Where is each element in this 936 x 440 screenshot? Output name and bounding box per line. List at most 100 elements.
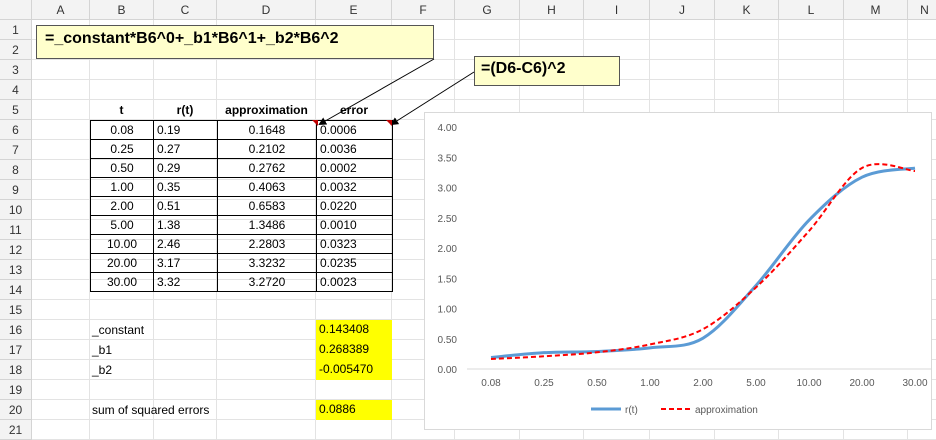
label-b1[interactable]: _b1	[92, 343, 113, 357]
table-cell[interactable]: 2.2803	[217, 234, 317, 254]
column-header-m[interactable]: M	[844, 0, 908, 20]
row-header-18[interactable]: 18	[0, 360, 32, 380]
row-header-12[interactable]: 12	[0, 240, 32, 260]
table-cell[interactable]: 2.00	[90, 196, 154, 216]
table-cell[interactable]: 10.00	[90, 234, 154, 254]
column-header-b[interactable]: B	[90, 0, 154, 20]
row-header-11[interactable]: 11	[0, 220, 32, 240]
column-header-k[interactable]: K	[715, 0, 779, 20]
table-cell[interactable]: 0.0036	[316, 139, 393, 159]
legend-label-rt: r(t)	[625, 405, 638, 416]
table-cell[interactable]: 30.00	[90, 272, 154, 292]
table-row: 0.08 0.19 0.1648 0.0006	[90, 120, 393, 140]
table-cell[interactable]: 0.35	[153, 177, 218, 197]
formula-text-error: =(D6-C6)^2	[481, 60, 566, 77]
table-cell[interactable]: 3.32	[153, 272, 218, 292]
header-rt[interactable]: r(t)	[176, 103, 194, 117]
row-header-14[interactable]: 14	[0, 280, 32, 300]
row-header-4[interactable]: 4	[0, 80, 32, 100]
table-cell[interactable]: 0.4063	[217, 177, 317, 197]
row-header-6[interactable]: 6	[0, 120, 32, 140]
table-row: 5.00 1.38 1.3486 0.0010	[90, 215, 393, 235]
column-header-e[interactable]: E	[316, 0, 392, 20]
row-header-16[interactable]: 16	[0, 320, 32, 340]
column-header-d[interactable]: D	[217, 0, 316, 20]
row-header-19[interactable]: 19	[0, 380, 32, 400]
value-b2[interactable]: -0.005470	[316, 360, 392, 380]
select-all-corner[interactable]	[0, 0, 32, 20]
series-line-approximation[interactable]	[490, 163, 916, 361]
table-cell[interactable]: 0.27	[153, 139, 218, 159]
y-tick-label: 4.00	[438, 123, 458, 134]
row-header-17[interactable]: 17	[0, 340, 32, 360]
table-cell[interactable]: 3.2720	[217, 272, 317, 292]
column-header-f[interactable]: F	[392, 0, 455, 20]
table-cell[interactable]: 3.3232	[217, 253, 317, 273]
x-tick-label: 30.00	[902, 378, 927, 389]
table-cell[interactable]: 0.29	[153, 158, 218, 178]
y-tick-label: 1.50	[438, 274, 458, 285]
row-header-3[interactable]: 3	[0, 60, 32, 80]
series-line-rt[interactable]	[490, 166, 916, 359]
table-cell[interactable]: 20.00	[90, 253, 154, 273]
column-header-a[interactable]: A	[32, 0, 90, 20]
table-cell[interactable]: 0.1648	[217, 120, 317, 140]
table-cell[interactable]: 0.0323	[316, 234, 393, 254]
column-header-g[interactable]: G	[455, 0, 520, 20]
table-cell[interactable]: 0.0220	[316, 196, 393, 216]
line-chart[interactable]: 0.00 0.50 1.00 1.50 2.00 2.50 3.00 3.50 4.00 0.08…	[424, 112, 936, 430]
table-cell[interactable]: 0.6583	[217, 196, 317, 216]
row-header-9[interactable]: 9	[0, 180, 32, 200]
table-cell[interactable]: 5.00	[90, 215, 154, 235]
table-cell[interactable]: 0.51	[153, 196, 218, 216]
header-t[interactable]: t	[119, 103, 124, 117]
row-header-5[interactable]: 5	[0, 100, 32, 120]
value-constant[interactable]: 0.143408	[316, 320, 392, 340]
row-header-20[interactable]: 20	[0, 400, 32, 420]
data-table: 0.08 0.19 0.1648 0.0006 0.25 0.27 0.2102 0.0036…	[90, 120, 393, 292]
row-header-8[interactable]: 8	[0, 160, 32, 180]
x-tick-label: 0.08	[481, 378, 501, 389]
table-cell[interactable]: 1.3486	[217, 215, 317, 235]
table-cell[interactable]: 0.0235	[316, 253, 393, 273]
column-header-l[interactable]: L	[779, 0, 844, 20]
comment-indicator-e5[interactable]	[386, 120, 392, 126]
table-cell[interactable]: 0.2102	[217, 139, 317, 159]
row-header-2[interactable]: 2	[0, 40, 32, 60]
label-constant[interactable]: _constant	[92, 323, 145, 337]
column-header-c[interactable]: C	[154, 0, 217, 20]
table-cell[interactable]: 0.25	[90, 139, 154, 159]
table-cell[interactable]: 3.17	[153, 253, 218, 273]
header-approximation[interactable]: approximation	[225, 103, 308, 117]
value-b1[interactable]: 0.268389	[316, 340, 392, 360]
x-tick-label: 1.00	[640, 378, 660, 389]
column-header-i[interactable]: I	[584, 0, 650, 20]
table-cell[interactable]: 1.00	[90, 177, 154, 197]
header-error[interactable]: error	[339, 103, 368, 117]
label-sse[interactable]: sum of squared errors	[92, 403, 210, 417]
table-cell[interactable]: 0.0002	[316, 158, 393, 178]
table-cell[interactable]: 0.50	[90, 158, 154, 178]
column-header-n[interactable]: N	[908, 0, 936, 20]
table-cell[interactable]: 0.0010	[316, 215, 393, 235]
table-cell[interactable]: 0.0006	[316, 120, 393, 140]
table-cell[interactable]: 0.0032	[316, 177, 393, 197]
table-cell[interactable]: 1.38	[153, 215, 218, 235]
table-cell[interactable]: 0.08	[90, 120, 154, 140]
value-sse[interactable]: 0.0886	[316, 400, 392, 420]
row-header-13[interactable]: 13	[0, 260, 32, 280]
row-header-10[interactable]: 10	[0, 200, 32, 220]
table-row: 0.25 0.27 0.2102 0.0036	[90, 139, 393, 159]
table-cell[interactable]: 0.19	[153, 120, 218, 140]
comment-indicator-d5[interactable]	[312, 120, 318, 126]
table-cell[interactable]: 0.2762	[217, 158, 317, 178]
table-cell[interactable]: 2.46	[153, 234, 218, 254]
table-cell[interactable]: 0.0023	[316, 272, 393, 292]
row-header-15[interactable]: 15	[0, 300, 32, 320]
x-tick-label: 2.00	[693, 378, 713, 389]
label-b2[interactable]: _b2	[92, 363, 113, 377]
column-header-j[interactable]: J	[650, 0, 715, 20]
column-header-h[interactable]: H	[520, 0, 584, 20]
row-header-1[interactable]: 1	[0, 20, 32, 40]
row-header-7[interactable]: 7	[0, 140, 32, 160]
